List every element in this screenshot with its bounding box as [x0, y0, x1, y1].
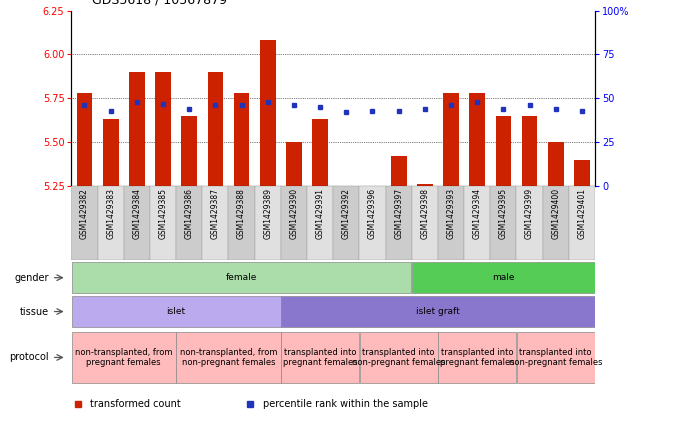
- FancyBboxPatch shape: [281, 186, 307, 260]
- Text: GSM1429396: GSM1429396: [368, 188, 377, 239]
- FancyBboxPatch shape: [71, 332, 176, 383]
- Text: non-transplanted, from
pregnant females: non-transplanted, from pregnant females: [75, 348, 173, 367]
- FancyBboxPatch shape: [98, 186, 124, 260]
- FancyBboxPatch shape: [464, 186, 490, 260]
- Bar: [417, 184, 432, 186]
- Bar: [260, 41, 275, 186]
- FancyBboxPatch shape: [255, 186, 281, 260]
- Bar: [522, 116, 537, 186]
- Bar: [234, 93, 250, 186]
- Bar: [207, 72, 223, 186]
- FancyBboxPatch shape: [568, 186, 595, 260]
- FancyBboxPatch shape: [490, 186, 517, 260]
- Text: GDS5618 / 10567879: GDS5618 / 10567879: [92, 0, 227, 6]
- Bar: [391, 156, 407, 186]
- Bar: [129, 72, 145, 186]
- Text: GSM1429391: GSM1429391: [316, 188, 324, 239]
- FancyBboxPatch shape: [543, 186, 568, 260]
- Text: GSM1429395: GSM1429395: [499, 188, 508, 239]
- Text: percentile rank within the sample: percentile rank within the sample: [262, 398, 428, 409]
- FancyBboxPatch shape: [333, 186, 360, 260]
- Text: GSM1429392: GSM1429392: [342, 188, 351, 239]
- Text: transplanted into
pregnant females: transplanted into pregnant females: [283, 348, 358, 367]
- FancyBboxPatch shape: [71, 262, 411, 293]
- FancyBboxPatch shape: [438, 332, 516, 383]
- Text: transplanted into
non-pregnant females: transplanted into non-pregnant females: [509, 348, 602, 367]
- FancyBboxPatch shape: [360, 332, 438, 383]
- FancyBboxPatch shape: [517, 332, 595, 383]
- Bar: [286, 142, 302, 186]
- Bar: [77, 93, 92, 186]
- Text: transplanted into
non-pregnant females: transplanted into non-pregnant females: [352, 348, 445, 367]
- FancyBboxPatch shape: [360, 186, 386, 260]
- Bar: [103, 119, 118, 186]
- Text: GSM1429394: GSM1429394: [473, 188, 481, 239]
- Text: tissue: tissue: [20, 307, 49, 316]
- Text: GSM1429382: GSM1429382: [80, 188, 89, 239]
- Text: GSM1429384: GSM1429384: [133, 188, 141, 239]
- Text: GSM1429393: GSM1429393: [447, 188, 456, 239]
- Text: GSM1429400: GSM1429400: [551, 188, 560, 239]
- Text: male: male: [492, 273, 515, 282]
- FancyBboxPatch shape: [124, 186, 150, 260]
- Text: non-transplanted, from
non-pregnant females: non-transplanted, from non-pregnant fema…: [180, 348, 277, 367]
- FancyBboxPatch shape: [176, 186, 203, 260]
- FancyBboxPatch shape: [412, 262, 595, 293]
- Bar: [182, 116, 197, 186]
- Text: GSM1429397: GSM1429397: [394, 188, 403, 239]
- Text: female: female: [226, 273, 257, 282]
- FancyBboxPatch shape: [281, 332, 359, 383]
- FancyBboxPatch shape: [412, 186, 438, 260]
- Bar: [496, 116, 511, 186]
- Text: gender: gender: [14, 273, 49, 283]
- Text: islet: islet: [167, 307, 186, 316]
- FancyBboxPatch shape: [281, 296, 595, 327]
- FancyBboxPatch shape: [150, 186, 176, 260]
- Text: GSM1429388: GSM1429388: [237, 188, 246, 239]
- Text: transplanted into
pregnant females: transplanted into pregnant females: [440, 348, 515, 367]
- FancyBboxPatch shape: [176, 332, 281, 383]
- FancyBboxPatch shape: [386, 186, 412, 260]
- Text: islet graft: islet graft: [416, 307, 460, 316]
- FancyBboxPatch shape: [203, 186, 228, 260]
- Bar: [155, 72, 171, 186]
- FancyBboxPatch shape: [71, 186, 98, 260]
- Bar: [548, 142, 564, 186]
- Text: protocol: protocol: [10, 352, 49, 363]
- Text: GSM1429385: GSM1429385: [158, 188, 167, 239]
- Bar: [574, 160, 590, 186]
- Text: GSM1429386: GSM1429386: [185, 188, 194, 239]
- Text: GSM1429389: GSM1429389: [263, 188, 272, 239]
- FancyBboxPatch shape: [517, 186, 543, 260]
- Text: GSM1429383: GSM1429383: [106, 188, 115, 239]
- Bar: [469, 93, 485, 186]
- Bar: [312, 119, 328, 186]
- FancyBboxPatch shape: [438, 186, 464, 260]
- Text: transformed count: transformed count: [90, 398, 180, 409]
- Bar: [443, 93, 459, 186]
- Text: GSM1429399: GSM1429399: [525, 188, 534, 239]
- Text: GSM1429401: GSM1429401: [577, 188, 586, 239]
- FancyBboxPatch shape: [71, 296, 281, 327]
- Text: GSM1429398: GSM1429398: [420, 188, 429, 239]
- Text: GSM1429387: GSM1429387: [211, 188, 220, 239]
- FancyBboxPatch shape: [228, 186, 255, 260]
- FancyBboxPatch shape: [307, 186, 333, 260]
- Text: GSM1429390: GSM1429390: [290, 188, 299, 239]
